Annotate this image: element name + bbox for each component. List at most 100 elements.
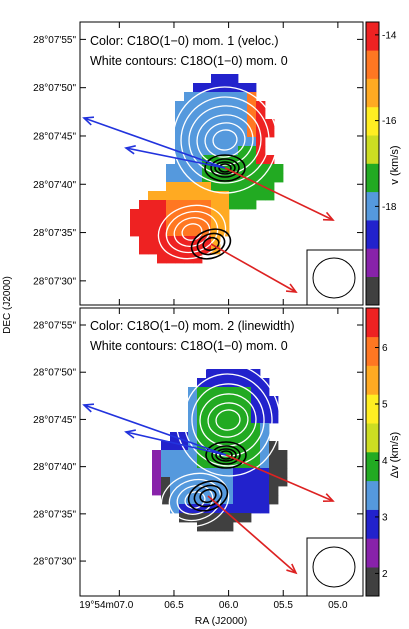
map-pixel: [238, 92, 248, 102]
map-pixel: [193, 254, 203, 264]
map-pixel: [233, 477, 243, 487]
panel-bottom-title-line2: White contours: C18O(1−0) mom. 0: [90, 339, 288, 353]
map-pixel: [215, 414, 225, 424]
colorbar-velocity: -14 -16 -18: [365, 21, 397, 306]
map-pixel: [184, 236, 194, 246]
map-pixel: [152, 450, 162, 460]
map-pixel: [179, 477, 189, 487]
map-pixel: [184, 191, 194, 201]
map-pixel: [233, 441, 243, 451]
map-pixel: [202, 164, 212, 174]
map-pixel: [139, 209, 149, 219]
colorbar-frame: [365, 21, 380, 306]
map-pixel: [184, 92, 194, 102]
map-pixel: [260, 495, 270, 505]
red-outflow-arrow: [225, 454, 334, 502]
black-contour: [211, 445, 241, 465]
map-pixel: [175, 164, 185, 174]
map-pixel: [278, 459, 288, 469]
map-pixel: [242, 387, 252, 397]
map-pixel: [220, 182, 230, 192]
map-pixel: [269, 459, 279, 469]
map-pixel: [220, 209, 230, 219]
map-pixel: [166, 173, 176, 183]
arrow-head: [82, 116, 95, 126]
map-pixel: [238, 191, 248, 201]
map-pixel: [166, 254, 176, 264]
arrow-head: [286, 563, 298, 575]
map-pixel: [211, 236, 221, 246]
map-pixel: [130, 218, 140, 228]
map-pixel: [260, 414, 270, 424]
map-pixel: [188, 432, 198, 442]
map-pixel: [260, 387, 270, 397]
map-pixel: [224, 414, 234, 424]
map-pixel: [242, 414, 252, 424]
map-pixel: [278, 477, 288, 487]
black-contour: [190, 228, 232, 260]
map-pixel: [260, 486, 270, 496]
map-pixel: [274, 173, 284, 183]
white-contour: [215, 409, 241, 431]
red-outflow-arrow: [207, 495, 297, 574]
map-pixel: [206, 432, 216, 442]
map-pixel: [260, 504, 270, 514]
map-pixel: [161, 468, 171, 478]
map-pixel: [202, 110, 212, 120]
map-pixel: [265, 119, 275, 129]
x-axis-ticks-top: [118, 22, 339, 305]
map-pixel: [260, 423, 270, 433]
map-pixel: [206, 387, 216, 397]
map-pixel: [238, 182, 248, 192]
map-pixel: [193, 173, 203, 183]
map-pixel: [148, 218, 158, 228]
map-pixel: [247, 200, 257, 210]
map-pixel: [188, 405, 198, 415]
map-pixel: [184, 128, 194, 138]
y-tick-label: 28°07'40": [33, 462, 76, 473]
map-pixel: [166, 227, 176, 237]
map-pixel: [229, 182, 239, 192]
map-pixel: [188, 459, 198, 469]
map-pixel: [256, 182, 266, 192]
map-pixel: [256, 119, 266, 129]
map-pixel: [251, 504, 261, 514]
map-pixel: [175, 101, 185, 111]
map-pixel: [215, 504, 225, 514]
map-pixel: [211, 92, 221, 102]
map-pixel: [229, 110, 239, 120]
map-pixel: [179, 513, 189, 523]
colorbar-segment: [366, 163, 379, 193]
map-pixel: [206, 369, 216, 379]
map-pixel: [215, 405, 225, 415]
map-pixel: [139, 245, 149, 255]
map-pixel: [256, 101, 266, 111]
colorbar-segment: [366, 50, 379, 79]
map-pixel: [188, 495, 198, 505]
map-pixel: [265, 191, 275, 201]
colorbar-segment: [366, 248, 379, 277]
colorbar-segment: [366, 308, 379, 338]
map-pixel: [193, 155, 203, 165]
map-pixel: [224, 423, 234, 433]
map-pixel: [260, 468, 270, 478]
map-pixel: [206, 450, 216, 460]
map-pixel: [269, 486, 279, 496]
map-pixel: [269, 477, 279, 487]
red-outflow-arrow: [210, 243, 297, 293]
map-pixel: [229, 137, 239, 147]
map-pixel: [206, 405, 216, 415]
y-tick-label: 28°07'55": [33, 35, 76, 46]
map-pixel: [242, 441, 252, 451]
map-pixel: [247, 119, 257, 129]
map-pixel: [251, 432, 261, 442]
map-pixel: [152, 486, 162, 496]
map-pixel: [170, 504, 180, 514]
map-pixel: [260, 432, 270, 442]
y-tick-label: 28°07'55": [33, 320, 76, 331]
x-tick-label: 05.0: [328, 600, 348, 611]
map-pixel: [224, 486, 234, 496]
x-tick-label: 19°54m07.0: [79, 600, 133, 611]
white-contour: [207, 402, 249, 438]
colorbar-segment: [366, 538, 379, 568]
